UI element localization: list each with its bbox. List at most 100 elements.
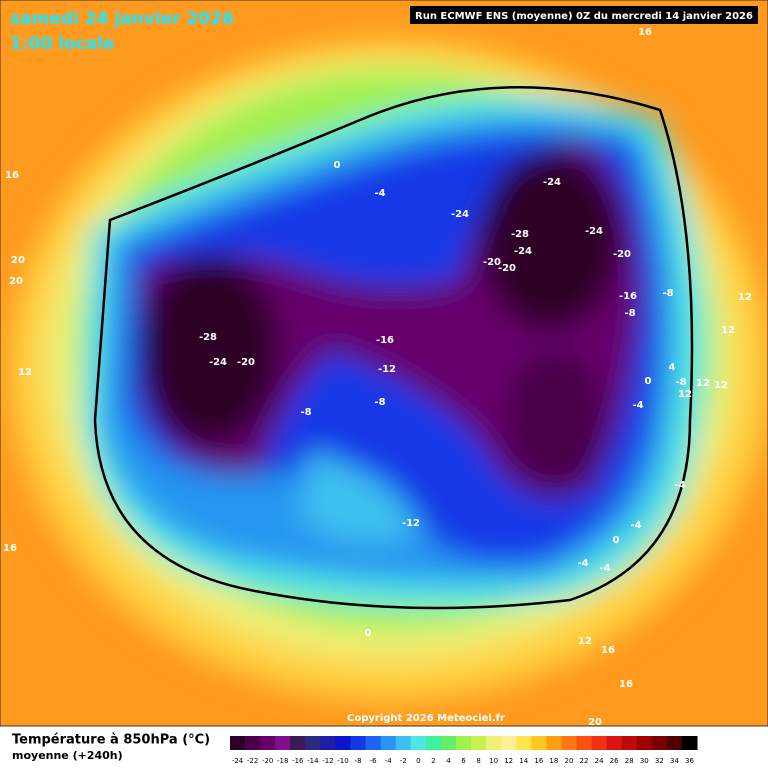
legend-title: Température à 850hPa (°C) bbox=[12, 733, 210, 748]
contour-label: -24 bbox=[451, 209, 469, 220]
colorbar-swatch bbox=[440, 736, 457, 750]
colorbar-label: 6 bbox=[461, 757, 466, 765]
colorbar-swatch bbox=[501, 736, 517, 750]
contour-label: -28 bbox=[511, 229, 529, 240]
contour-label: -16 bbox=[619, 291, 637, 302]
colorbar-label: 14 bbox=[519, 757, 528, 765]
colorbar-swatch bbox=[455, 736, 472, 750]
colorbar-swatch bbox=[666, 736, 683, 750]
colorbar-label: 24 bbox=[595, 757, 604, 765]
legend-subtitle: moyenne (+240h) bbox=[12, 749, 123, 762]
contour-label: 0 bbox=[334, 160, 341, 171]
colorbar-swatch bbox=[486, 736, 502, 750]
contour-label: 20 bbox=[9, 276, 23, 287]
colorbar-label: 26 bbox=[610, 757, 619, 765]
run-box bbox=[410, 6, 758, 24]
contour-label: -12 bbox=[378, 364, 396, 375]
colorbar-swatch bbox=[320, 736, 336, 750]
contour-label: 16 bbox=[5, 170, 19, 181]
colorbar-label: 20 bbox=[564, 757, 573, 765]
colorbar-swatch bbox=[230, 736, 246, 750]
colorbar-swatch bbox=[546, 736, 562, 750]
contour-label: -8 bbox=[675, 377, 686, 388]
colorbar-label: -6 bbox=[370, 757, 378, 765]
colorbar-label: -22 bbox=[247, 757, 258, 765]
map-subtitle: 1:00 locale bbox=[10, 34, 115, 54]
colorbar-label: -18 bbox=[277, 757, 288, 765]
contour-label: -24 bbox=[514, 246, 532, 257]
colorbar-swatch bbox=[576, 736, 593, 750]
contour-label: 12 bbox=[18, 367, 32, 378]
contour-label: 12 bbox=[738, 292, 752, 303]
colorbar-swatch bbox=[651, 736, 668, 750]
colorbar-swatch bbox=[335, 736, 352, 750]
contour-label: -20 bbox=[498, 263, 516, 274]
colorbar-swatch bbox=[260, 736, 276, 750]
colorbar-label: -2 bbox=[400, 757, 407, 765]
colorbar-label: 4 bbox=[446, 757, 451, 765]
colorbar-swatch bbox=[516, 736, 532, 750]
colorbar-swatch bbox=[305, 736, 321, 750]
colorbar-swatch bbox=[636, 736, 653, 750]
colorbar-label: 8 bbox=[476, 757, 480, 765]
contour-label: 4 bbox=[669, 362, 676, 373]
contour-label: -28 bbox=[199, 332, 217, 343]
contour-label: -8 bbox=[374, 397, 385, 408]
contour-label: -4 bbox=[632, 400, 643, 411]
contour-label: -20 bbox=[483, 257, 501, 268]
contour-label: -4 bbox=[674, 480, 685, 491]
contour-label: 0 bbox=[613, 535, 620, 546]
colorbar-swatch bbox=[591, 736, 608, 750]
contour-label: 12 bbox=[578, 636, 592, 647]
contour-label: 0 bbox=[645, 376, 652, 387]
contour-label: 20 bbox=[11, 255, 25, 266]
contour-label: 0 bbox=[365, 628, 372, 639]
colorbar-label: 10 bbox=[489, 757, 498, 765]
colorbar-label: -12 bbox=[322, 757, 333, 765]
colorbar-swatch bbox=[350, 736, 367, 750]
contour-label: -20 bbox=[237, 357, 255, 368]
contour-label: -24 bbox=[585, 226, 603, 237]
contour-label: 12 bbox=[714, 380, 728, 391]
colorbar-label: -4 bbox=[385, 757, 393, 765]
colorbar-label: 18 bbox=[549, 757, 558, 765]
contour-label: -24 bbox=[543, 177, 561, 188]
colorbar-label: 34 bbox=[670, 757, 679, 765]
colorbar-label: 36 bbox=[685, 757, 694, 765]
colorbar: -24 -22 -20 -18 -16 -14 -12 -10 -8 -6 -4 -2 0 2 4 6 8 10 1… bbox=[230, 736, 698, 765]
colorbar-label: 32 bbox=[655, 757, 664, 765]
colorbar-label: -24 bbox=[232, 757, 244, 765]
colorbar-label: 12 bbox=[504, 757, 513, 765]
contour-label: 16 bbox=[601, 645, 615, 656]
colorbar-label: -10 bbox=[337, 757, 348, 765]
contour-label: -8 bbox=[624, 308, 635, 319]
contour-label: 20 bbox=[588, 717, 602, 728]
colorbar-label: -20 bbox=[262, 757, 273, 765]
colorbar-swatch bbox=[425, 736, 442, 750]
contour-label: -4 bbox=[630, 520, 641, 531]
colorbar-label: -8 bbox=[355, 757, 362, 765]
contour-label: 12 bbox=[721, 325, 735, 336]
contour-label: -4 bbox=[374, 188, 385, 199]
colorbar-swatch bbox=[531, 736, 547, 750]
colorbar-swatch bbox=[275, 736, 291, 750]
contour-label: -4 bbox=[599, 563, 610, 574]
contour-labels: 1616202012160-4-24-24-28-24-24-20-20-20-… bbox=[3, 27, 752, 728]
colorbar-swatch bbox=[380, 736, 397, 750]
contour-label: 16 bbox=[638, 27, 652, 38]
colorbar-label: 16 bbox=[534, 757, 543, 765]
map bbox=[0, 0, 768, 727]
contour-label: -4 bbox=[577, 558, 588, 569]
contour-label: -16 bbox=[376, 335, 394, 346]
colorbar-label: 2 bbox=[431, 757, 435, 765]
colorbar-swatch bbox=[290, 736, 306, 750]
colorbar-swatch bbox=[245, 736, 261, 750]
contour-label: 12 bbox=[696, 378, 710, 389]
contour-label: -12 bbox=[402, 518, 420, 529]
contour-label: -8 bbox=[662, 288, 673, 299]
contour-label: -8 bbox=[300, 407, 311, 418]
colorbar-label: 28 bbox=[625, 757, 634, 765]
copyright: Copyright 2026 Meteociel.fr bbox=[347, 713, 505, 724]
contour-label: 12 bbox=[678, 389, 692, 400]
